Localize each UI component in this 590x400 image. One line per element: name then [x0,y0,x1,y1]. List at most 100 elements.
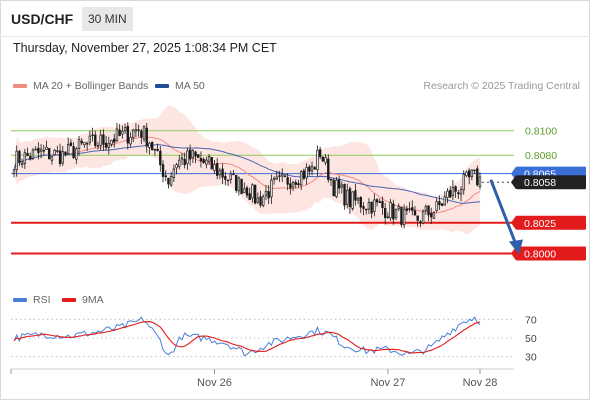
candle [221,163,224,185]
candle-body-up [137,129,140,131]
candle [373,193,376,217]
candle [243,182,246,193]
candle [318,146,322,160]
candle [348,186,352,215]
candle [50,156,54,165]
candle-body-down [58,150,62,165]
legend-rsi-ma-label: 9MA [82,294,104,306]
candle-body-down [378,201,381,203]
candle-body-up [283,175,287,178]
candle-body-up [169,175,173,186]
candle [72,142,75,159]
candle-body-down [199,158,203,162]
rsi-level-label-70: 70 [525,314,537,326]
candle [188,144,192,166]
candle-body-up [99,134,102,146]
candle-body-up [34,148,37,151]
candle [88,130,92,146]
candle-body-up [324,157,327,163]
candle-body-up [148,142,151,148]
candle-body-up [232,173,235,175]
candle [454,185,457,198]
candle [85,141,89,151]
candle-body-down [197,154,200,158]
candle [291,180,295,192]
candle-body-down [467,170,471,178]
candle-body-up [402,208,406,226]
candle [424,204,427,215]
candle [321,156,325,163]
candle-body-down [267,191,270,199]
level-tag-pointer [511,215,516,230]
candle-body-up [175,164,178,169]
candle [37,142,40,160]
candle [175,162,178,175]
candle [26,147,29,157]
bollinger-band-area [14,105,480,235]
candle [351,191,354,211]
legend-rsi-label: RSI [33,294,51,306]
candle [99,129,102,151]
candle-body-up [305,166,308,179]
candle [80,138,83,146]
candle-body-up [186,150,189,164]
datetime-label: Thursday, November 27, 2025 1:08:34 PM C… [13,41,277,55]
candle [432,211,436,219]
candle-body-up [408,208,411,210]
candle [156,143,159,152]
timeframe-badge[interactable]: 30 MIN [82,7,133,31]
candle [459,186,463,202]
candle-body-down [457,192,460,195]
candle [297,179,300,188]
level-label-0.8100: 0.8100 [525,126,557,138]
candle-body-down [18,150,21,164]
candle-body-down [362,206,365,209]
legend-rsi: RSI [13,294,51,306]
ma50-line [13,144,481,204]
candle [308,164,311,176]
candle [48,147,51,160]
candle [210,157,213,170]
candle [402,204,406,229]
candle-body-down [202,159,205,163]
candle-body-down [297,183,300,186]
candle [381,196,384,215]
candle [386,212,390,219]
candle [23,148,27,169]
candle [411,200,414,216]
level-tag-pointer [511,246,516,261]
candle-body-down [375,199,379,203]
candle-body-up [75,148,78,160]
candle [113,133,116,148]
candle-body-down [308,166,311,172]
candle [123,123,127,134]
candle [278,170,281,182]
candle [110,139,113,147]
candle-body-up [264,191,268,196]
candle [67,137,70,155]
candle-body-up [424,206,427,211]
candle-body-down [80,140,83,144]
candle [207,154,211,165]
candle [259,190,262,208]
candle [102,129,105,151]
candle-body-up [270,179,273,198]
candle [421,209,425,225]
candle-body-down [69,142,73,146]
candle-body-down [286,177,289,185]
legend-ma50: MA 50 [155,80,205,92]
candle [194,150,197,164]
candle-body-up [85,142,89,145]
candle [430,207,433,224]
candle-body-down [313,167,316,170]
candle-body-up [61,151,64,164]
candle [375,198,379,207]
candle [354,183,357,206]
candle-body-down [440,203,444,206]
candle-body-down [113,138,116,143]
candle [58,143,62,167]
candle [132,128,135,143]
candle [145,122,148,153]
candle [31,147,35,161]
